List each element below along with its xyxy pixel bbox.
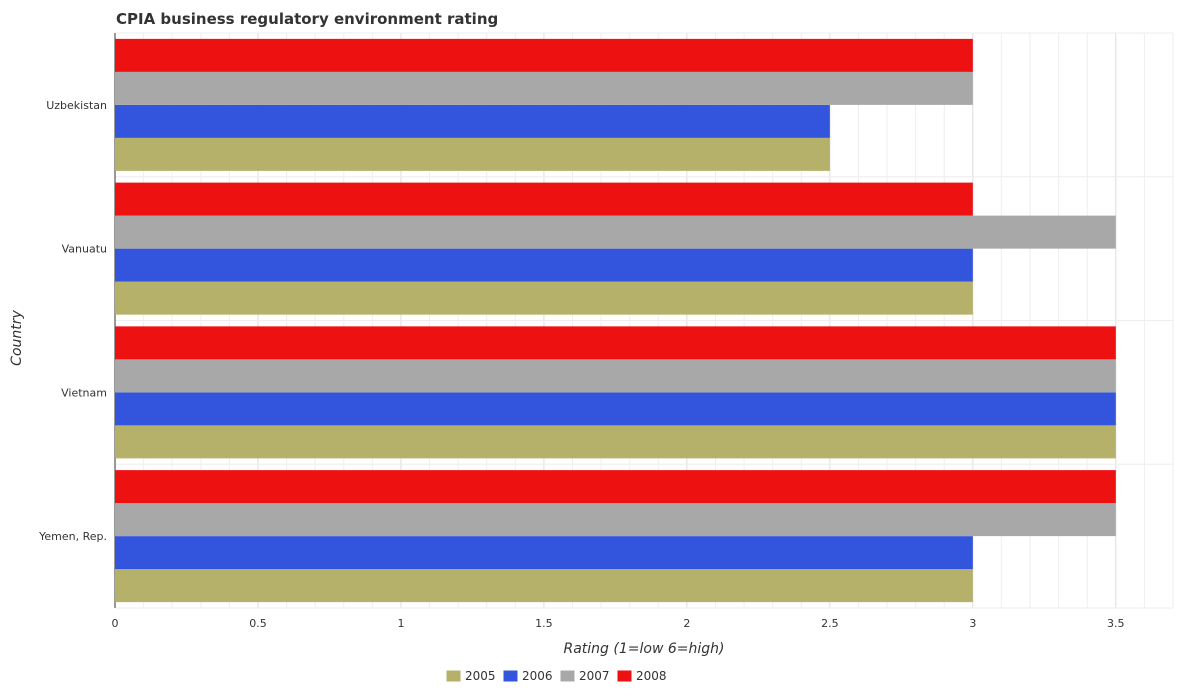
bar-2007-vanuatu — [115, 215, 1116, 249]
x-axis-label: Rating (1=low 6=high) — [564, 641, 725, 657]
legend-label: 2008 — [636, 669, 667, 683]
bar-2007-yemen-rep- — [115, 503, 1116, 537]
bar-2007-vietnam — [115, 359, 1116, 393]
bar-2008-vanuatu — [115, 182, 973, 216]
bar-2008-vietnam — [115, 326, 1116, 360]
y-axis-label: Country — [9, 309, 25, 365]
legend-swatch — [502, 669, 519, 683]
x-tick-label: 1 — [397, 617, 404, 630]
legend: 2005 2006 2007 2008 — [445, 669, 667, 683]
bar-2006-uzbekistan — [115, 104, 830, 138]
x-axis-ticks: 0 0.5 1 1.5 2 2.5 3 3.5 — [112, 617, 1125, 630]
bar-2006-vanuatu — [115, 248, 973, 282]
legend-label: 2005 — [465, 669, 496, 683]
x-tick-label: 3.5 — [1107, 617, 1125, 630]
legend-swatch — [445, 669, 462, 683]
bar-2008-uzbekistan — [115, 38, 973, 72]
legend-label: 2007 — [579, 669, 610, 683]
chart-title: CPIA business regulatory environment rat… — [116, 10, 498, 28]
bar-2005-yemen-rep- — [115, 569, 973, 603]
bar-2008-yemen-rep- — [115, 470, 1116, 504]
x-tick-label: 3 — [969, 617, 976, 630]
y-tick-label: Uzbekistan — [46, 99, 107, 112]
bar-2007-uzbekistan — [115, 71, 973, 105]
x-tick-label: 2 — [683, 617, 690, 630]
legend-label: 2006 — [522, 669, 553, 683]
bars — [115, 38, 1116, 603]
bar-2005-vietnam — [115, 425, 1116, 459]
x-tick-label: 0.5 — [249, 617, 267, 630]
y-tick-label: Vanuatu — [62, 243, 107, 256]
bar-2005-vanuatu — [115, 281, 973, 315]
legend-swatch — [559, 669, 576, 683]
y-tick-label: Yemen, Rep. — [38, 530, 107, 543]
y-tick-label: Vietnam — [61, 386, 107, 399]
bar-2005-uzbekistan — [115, 137, 830, 171]
bar-2006-vietnam — [115, 392, 1116, 426]
x-tick-label: 1.5 — [535, 617, 553, 630]
legend-swatch — [616, 669, 633, 683]
x-tick-label: 2.5 — [821, 617, 839, 630]
x-tick-label: 0 — [112, 617, 119, 630]
bar-2006-yemen-rep- — [115, 536, 973, 570]
y-axis-ticks: Uzbekistan Vanuatu Vietnam Yemen, Rep. — [38, 99, 107, 543]
